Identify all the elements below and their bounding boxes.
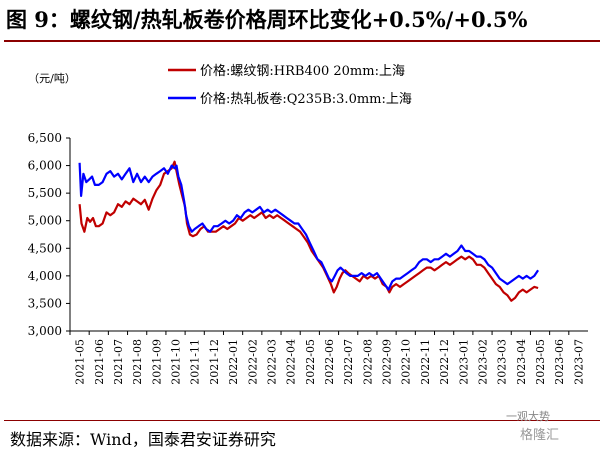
x-tick-label: 2022-09	[381, 339, 394, 385]
x-tick-label: 2021-06	[93, 339, 106, 385]
source-divider	[4, 420, 600, 421]
y-tick-label: 5,500	[28, 186, 62, 200]
y-tick-label: 6,500	[28, 131, 62, 145]
y-tick-label: 6,000	[28, 159, 62, 173]
x-tick-label: 2022-11	[419, 339, 432, 385]
x-axis: 2021-05 2021-06 2021-07 2021-08 2021-09 2021-…	[69, 330, 588, 385]
x-tick-label: 2023-04	[515, 339, 528, 385]
watermark-text: 一观大势	[506, 410, 550, 423]
x-tick-label: 2022-02	[246, 339, 259, 385]
x-tick-label: 2023-07	[572, 339, 585, 385]
x-tick-label: 2022-07	[342, 339, 355, 385]
x-tick-label: 2023-06	[553, 339, 566, 385]
rebar-price-line	[78, 160, 539, 302]
x-tick-label: 2023-02	[476, 339, 489, 385]
x-tick-label: 2022-12	[438, 339, 451, 385]
x-tick-label: 2021-07	[112, 339, 125, 385]
legend-label: 价格:螺纹钢:HRB400 20mm:上海	[200, 63, 405, 79]
x-tick-label: 2022-03	[265, 339, 278, 385]
x-tick-label: 2022-08	[361, 339, 374, 385]
x-tick-label: 2021-11	[189, 339, 202, 385]
legend: 价格:螺纹钢:HRB400 20mm:上海价格:热轧板卷:Q235B:3.0mm…	[168, 63, 412, 107]
x-tick-label: 2022-05	[304, 339, 317, 385]
x-tick-label: 2022-04	[285, 339, 298, 385]
y-tick-label: 3,000	[28, 324, 62, 338]
x-tick-label: 2022-06	[323, 339, 336, 385]
figure-title: 图 9：螺纹钢/热轧板卷价格周环比变化+0.5%/+0.5%	[6, 7, 528, 32]
watermark-logo-text: 格隆汇	[520, 428, 560, 443]
x-tick-label: 2021-09	[150, 339, 163, 385]
y-axis-label: （元/吨）	[28, 72, 76, 85]
title-divider	[4, 40, 600, 42]
y-tick-label: 4,500	[28, 241, 62, 255]
line-chart: （元/吨） 3,000 3,500 4,000 4,500 5,000 5,500 6,000…	[28, 63, 588, 385]
hot-rolled-coil-price-line	[78, 162, 540, 291]
x-tick-label: 2021-10	[170, 339, 183, 385]
x-tick-label: 2021-12	[208, 339, 221, 385]
series-lines	[78, 160, 540, 302]
x-tick-label: 2022-01	[227, 339, 240, 385]
y-tick-label: 3,500	[28, 296, 62, 310]
x-tick-label: 2021-08	[131, 339, 144, 385]
y-tick-label: 4,000	[28, 269, 62, 283]
x-tick-label: 2022-10	[400, 339, 413, 385]
x-tick-label: 2023-01	[457, 339, 470, 385]
source-note: 数据来源：Wind，国泰君安证券研究	[10, 430, 276, 449]
y-tick-label: 5,000	[28, 214, 62, 228]
x-tick-label: 2023-03	[496, 339, 509, 385]
y-axis: （元/吨） 3,000 3,500 4,000 4,500 5,000 5,500 6,000…	[28, 72, 76, 338]
legend-label: 价格:热轧板卷:Q235B:3.0mm:上海	[200, 91, 412, 107]
x-tick-label: 2023-05	[534, 339, 547, 385]
x-tick-label: 2021-05	[74, 339, 87, 385]
